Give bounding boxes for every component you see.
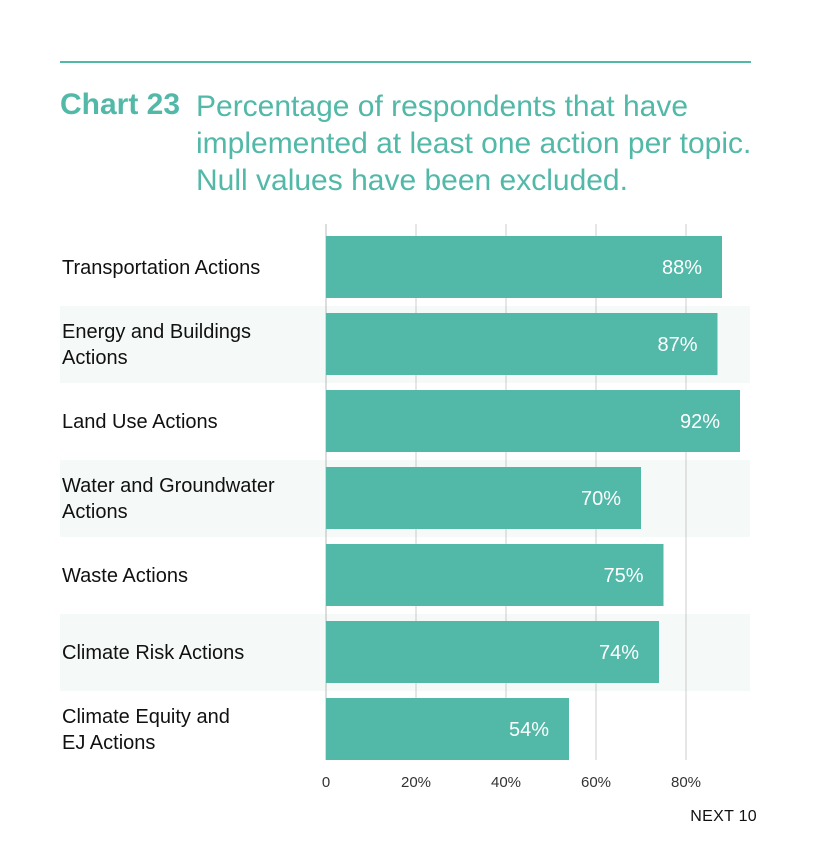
bar — [326, 467, 641, 529]
category-label: Energy and Buildings Actions — [62, 321, 251, 369]
x-tick-label: 20% — [401, 774, 431, 791]
chart-number: Chart 23 — [60, 88, 181, 121]
chart-title: Percentage of respondents that have impl… — [196, 90, 752, 197]
value-label: 70% — [581, 488, 621, 510]
x-tick-label: 60% — [581, 774, 611, 791]
bar — [326, 390, 740, 452]
bar — [326, 698, 569, 760]
x-tick-label: 40% — [491, 774, 521, 791]
bars — [326, 236, 740, 760]
category-label: Climate Equity and EJ Actions — [62, 706, 230, 754]
category-label: Climate Risk Actions — [62, 642, 244, 664]
bar — [326, 621, 659, 683]
category-label: Water and Groundwater Actions — [62, 475, 275, 523]
x-tick-label: 80% — [671, 774, 701, 791]
value-label: 87% — [657, 334, 697, 356]
category-label: Waste Actions — [62, 565, 188, 587]
top-rule — [60, 61, 751, 63]
value-label: 74% — [599, 642, 639, 664]
value-label: 54% — [509, 719, 549, 741]
value-label: 88% — [662, 257, 702, 279]
x-tick-label: 0 — [322, 774, 330, 791]
x-tick-labels: 0 20% 40% 60% 80% — [322, 774, 701, 791]
category-labels: Transportation Actions Energy and Buildin… — [62, 257, 275, 754]
category-label: Land Use Actions — [62, 411, 218, 433]
category-label: Transportation Actions — [62, 257, 260, 279]
value-label: 75% — [603, 565, 643, 587]
bar — [326, 313, 718, 375]
source-label: NEXT 10 — [690, 808, 757, 825]
value-labels: 88% 87% 92% 70% 75% 74% 54% — [509, 257, 720, 741]
bar — [326, 236, 722, 298]
bar — [326, 544, 664, 606]
value-label: 92% — [680, 411, 720, 433]
